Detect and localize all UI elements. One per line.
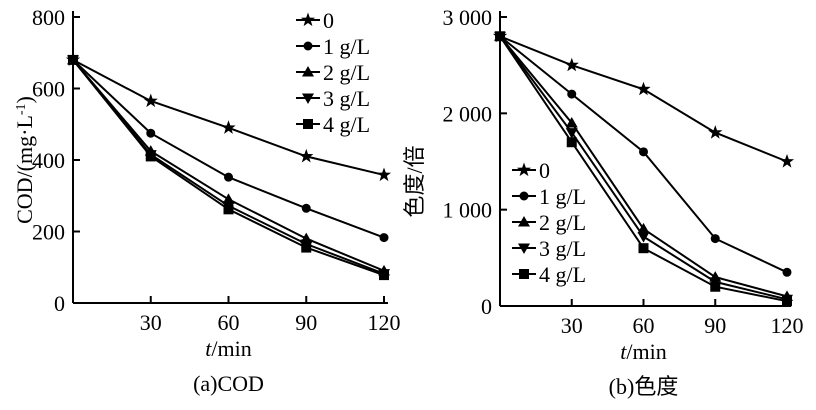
y-axis-label-main: 色度/倍 (402, 145, 427, 217)
data-point (782, 296, 792, 307)
y-tick-label: 600 (32, 77, 65, 102)
y-tick-label: 800 (32, 5, 65, 30)
y-tick-label: 3 000 (443, 5, 493, 30)
y-tick-label: 200 (32, 220, 65, 245)
x-tick-label: 30 (140, 310, 162, 335)
legend-marker (516, 162, 532, 177)
data-point (710, 234, 720, 244)
x-axis-label: t/min (205, 336, 251, 361)
legend-item: 0 (296, 8, 334, 33)
legend-item: 4 g/L (296, 112, 370, 137)
x-axis-label-var: t (620, 339, 627, 364)
y-tick-label: 0 (481, 294, 492, 319)
series-4 (495, 31, 792, 307)
y-tick-label: 2 000 (443, 101, 493, 126)
y-tick-label: 400 (32, 148, 65, 173)
legend-marker (519, 269, 529, 279)
legend-item: 3 g/L (512, 236, 586, 261)
data-point (379, 270, 389, 281)
data-point (222, 193, 235, 204)
x-axis-label-unit: /min (211, 336, 251, 361)
legend-marker (302, 66, 314, 77)
data-point (495, 31, 505, 42)
data-point (566, 137, 577, 148)
legend-label: 3 g/L (323, 86, 370, 111)
legend-marker (303, 41, 313, 51)
legend-label: 4 g/L (323, 112, 370, 137)
legend-item: 1 g/L (296, 34, 370, 59)
legend-marker (300, 12, 316, 27)
data-point (638, 243, 649, 254)
data-point (299, 148, 314, 163)
legend-label: 1 g/L (539, 184, 586, 209)
data-point (639, 147, 648, 157)
x-tick-label: 90 (704, 313, 726, 338)
series-0 (492, 28, 795, 168)
legend-item: 0 (512, 158, 550, 183)
x-tick-label: 60 (633, 313, 655, 338)
data-point (565, 116, 578, 128)
y-tick-label: 1 000 (443, 198, 493, 223)
legend-item: 1 g/L (512, 184, 586, 209)
legend-marker (518, 216, 530, 227)
data-point (637, 232, 650, 243)
x-tick-label: 60 (218, 310, 240, 335)
data-point (301, 242, 312, 253)
data-point (376, 167, 392, 182)
data-point (68, 54, 78, 65)
legend-label: 0 (539, 158, 550, 183)
y-axis-label: 色度/倍 (402, 145, 427, 217)
y-axis-label-main: COD/(mg·L (12, 115, 37, 224)
chart-caption: (b)色度 (609, 374, 679, 399)
data-point (710, 281, 721, 292)
legend-marker (303, 119, 313, 129)
data-point (565, 128, 578, 139)
legend-item: 3 g/L (296, 86, 370, 111)
legend-marker (519, 191, 529, 201)
data-point (779, 154, 795, 168)
legend-label: 1 g/L (323, 34, 370, 59)
x-axis-label-var: t (205, 336, 212, 361)
chart-panel-1: 0 200 400 600 800 30 60 90 120 t/min (a)COD COD/(mg… (12, 5, 401, 396)
series-4 (68, 54, 389, 281)
series-1 (495, 31, 792, 277)
data-point (301, 203, 311, 213)
legend-label: 0 (323, 8, 334, 33)
chart-panel-2: 0 1 000 2 000 3 000 30 60 90 120 t/min (b)色度 色度/倍 0… (402, 5, 804, 399)
data-point (636, 81, 651, 96)
x-axis-label-unit: /min (626, 339, 666, 364)
x-tick-label: 30 (561, 313, 583, 338)
data-point (145, 151, 156, 162)
y-axis-label-close: ) (12, 96, 37, 103)
y-axis-label: COD/(mg·L-1) (12, 96, 37, 224)
legend-label: 2 g/L (323, 60, 370, 85)
legend-label: 4 g/L (539, 262, 586, 287)
data-point (567, 89, 577, 99)
x-tick-label: 120 (368, 310, 401, 335)
legend-marker (302, 93, 314, 104)
y-axis-label-sup: -1 (14, 103, 29, 115)
data-point (379, 233, 389, 243)
data-point (146, 128, 156, 138)
data-point (143, 93, 158, 108)
x-axis-label: t/min (620, 339, 666, 364)
y-tick-label: 0 (54, 291, 65, 316)
legend-label: 3 g/L (539, 236, 586, 261)
chart-caption: (a)COD (193, 371, 264, 396)
data-point (564, 57, 579, 72)
x-tick-label: 90 (295, 310, 317, 335)
legend-item: 2 g/L (296, 60, 370, 85)
legend-item: 2 g/L (512, 210, 586, 235)
data-point (782, 267, 792, 277)
data-point (223, 204, 234, 215)
legend-label: 2 g/L (539, 210, 586, 235)
legend-item: 4 g/L (512, 262, 586, 287)
data-point (224, 172, 233, 182)
data-point (708, 125, 723, 139)
legend-marker (518, 243, 530, 254)
x-tick-label: 120 (771, 313, 804, 338)
data-point (221, 120, 236, 134)
